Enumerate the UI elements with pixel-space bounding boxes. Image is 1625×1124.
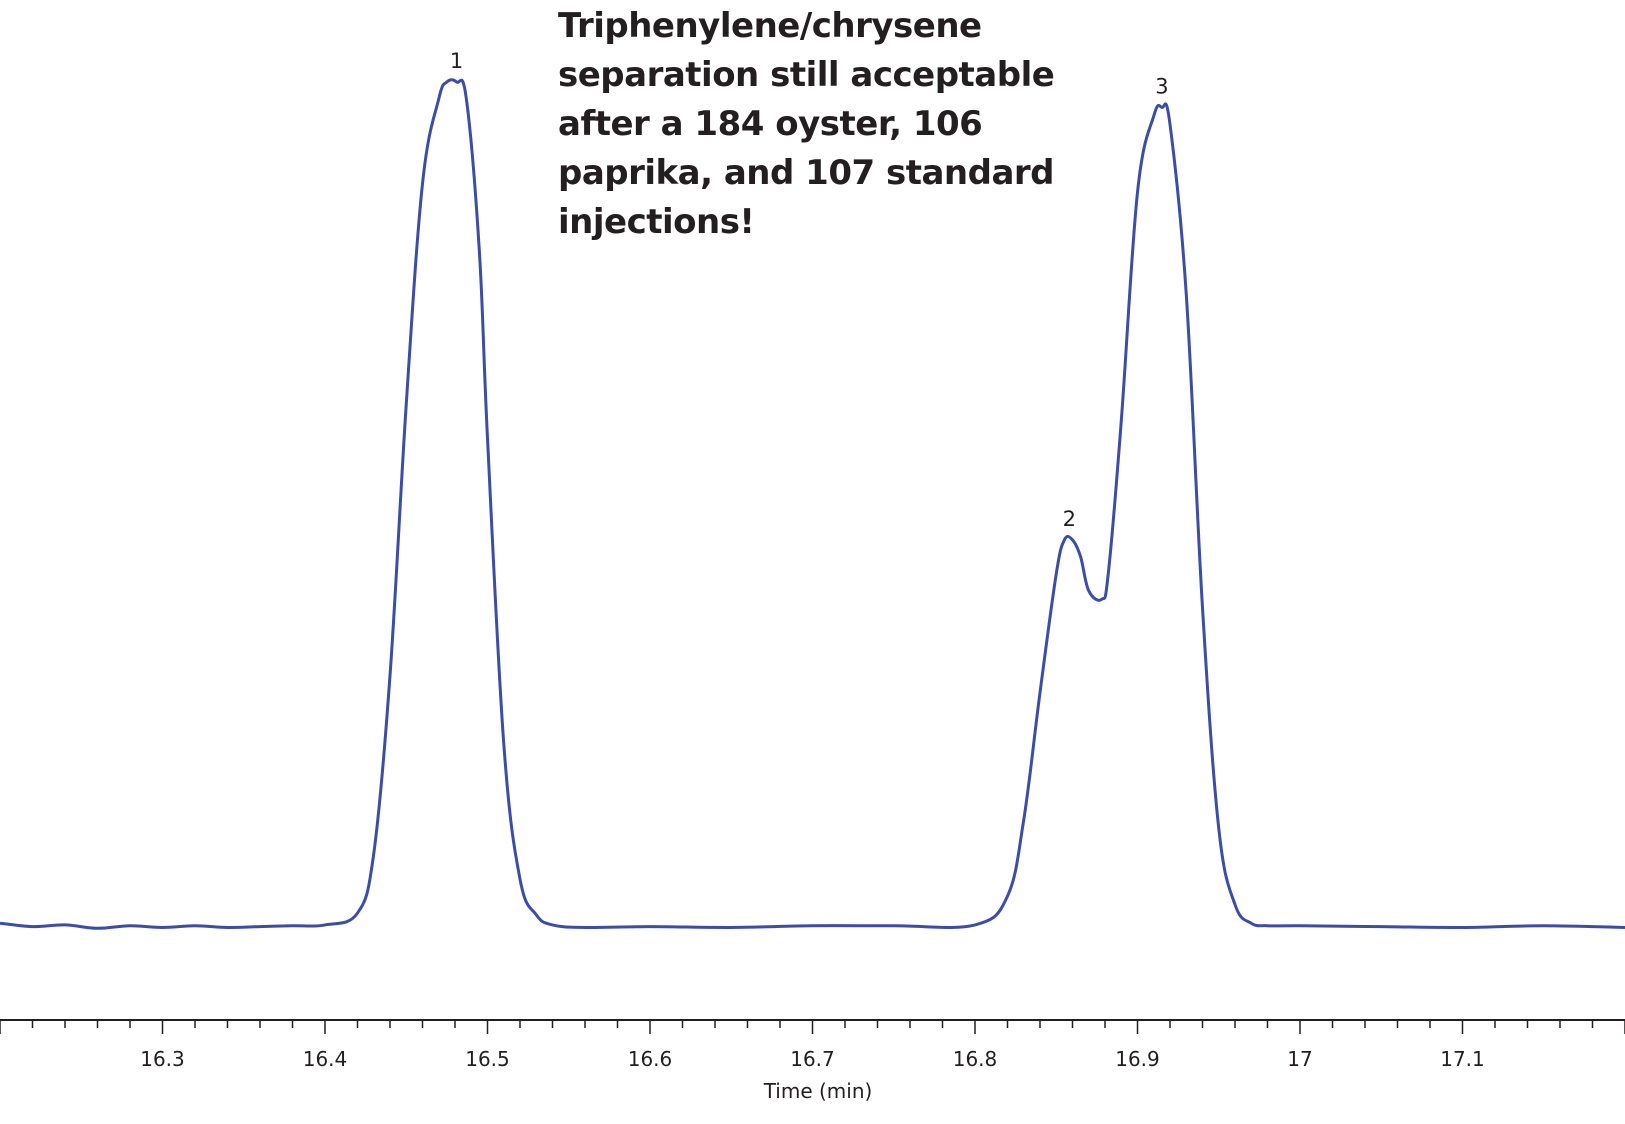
x-tick-label: 17.1 <box>1440 1047 1485 1071</box>
x-tick-label: 17 <box>1287 1047 1312 1071</box>
peak-labels: 1 2 3 <box>450 49 1169 531</box>
trace-layer <box>0 78 1625 930</box>
x-axis-title: Time (min) <box>763 1079 873 1103</box>
x-tick-label: 16.9 <box>1115 1047 1160 1071</box>
peak-label-1: 1 <box>450 49 463 73</box>
chart-annotation: Triphenylene/chrysene separation still a… <box>558 6 1055 242</box>
x-tick-label: 16.3 <box>140 1047 185 1071</box>
x-axis: 16.3 16.4 16.5 16.6 16.7 16.8 16.9 17 17.1 <box>0 1019 1625 1071</box>
x-tick-label: 16.4 <box>303 1047 348 1071</box>
peak-label-2: 2 <box>1063 507 1076 531</box>
peak-label-3: 3 <box>1155 74 1168 98</box>
x-tick-label: 16.6 <box>628 1047 673 1071</box>
x-tick-label: 16.5 <box>465 1047 510 1071</box>
x-tick-label: 16.8 <box>953 1047 998 1071</box>
x-tick-label: 16.7 <box>790 1047 835 1071</box>
chromatogram-trace-0 <box>0 78 1625 930</box>
